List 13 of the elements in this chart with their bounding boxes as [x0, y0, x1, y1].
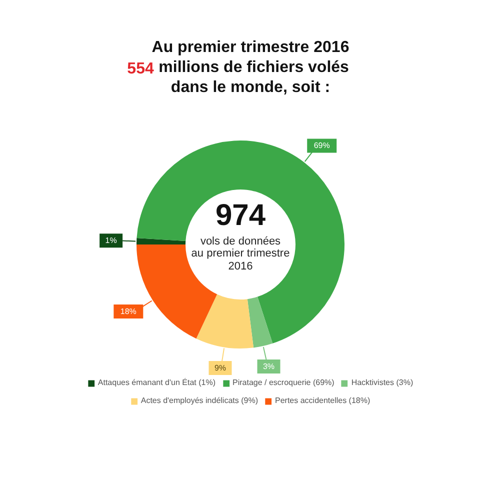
data-label: 1% — [105, 236, 117, 246]
data-label: 9% — [214, 363, 226, 372]
legend-label: Hacktivistes (3%) — [351, 378, 414, 387]
data-label: 3% — [262, 362, 275, 371]
legend-label: Piratage / escroquerie (69%) — [232, 378, 334, 387]
text: 974 — [215, 199, 266, 232]
data-label: 69% — [314, 141, 330, 150]
data-label: 18% — [120, 306, 136, 316]
legend-label: Pertes accidentelles (18%) — [274, 396, 370, 405]
legend-label: Actes d'employés indélicats (9%) — [140, 396, 258, 405]
chart-title: Au premier trimestre 2016 554 millions de fichiers volés dans le monde, soit : — [127, 39, 350, 96]
text: vols de données au premier trimestre 2016 — [191, 236, 290, 272]
legend-label: Attaques émanant d'un État (1%) — [98, 378, 216, 387]
